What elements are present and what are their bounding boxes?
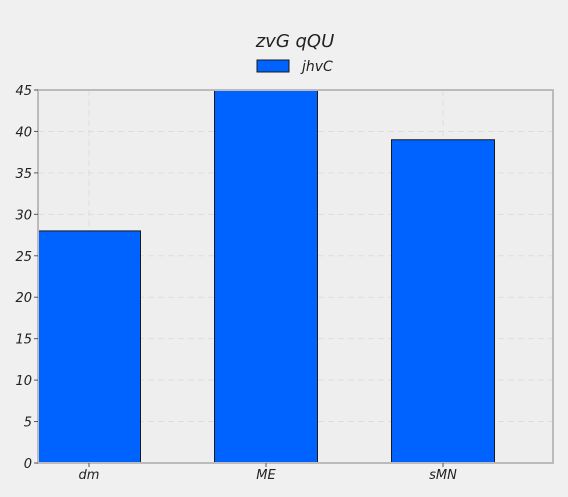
x-axis-ticks: dm ME sMN [79, 463, 458, 483]
legend-swatch [257, 60, 289, 72]
y-tick-label: 15 [15, 333, 32, 348]
y-tick-label: 30 [15, 208, 32, 223]
y-tick-label: 20 [15, 291, 32, 306]
bar-ME [215, 90, 318, 463]
chart-title: zvG qQU [255, 31, 335, 52]
bar-dm [38, 231, 141, 463]
bar-sMN [392, 140, 495, 463]
legend: jhvC [257, 59, 333, 75]
y-tick-label: 40 [15, 125, 32, 140]
y-tick-label: 45 [15, 84, 32, 99]
y-tick-label: 35 [15, 167, 32, 182]
x-tick-label: ME [256, 468, 276, 483]
legend-label: jhvC [300, 59, 333, 75]
y-tick-label: 10 [15, 374, 32, 389]
x-tick-label: dm [79, 468, 100, 483]
y-axis-ticks: 0 5 10 15 20 25 30 35 40 45 [15, 84, 38, 472]
x-tick-label: sMN [429, 468, 457, 483]
y-tick-label: 25 [15, 250, 32, 265]
y-tick-label: 0 [24, 457, 32, 472]
y-tick-label: 5 [24, 416, 32, 431]
